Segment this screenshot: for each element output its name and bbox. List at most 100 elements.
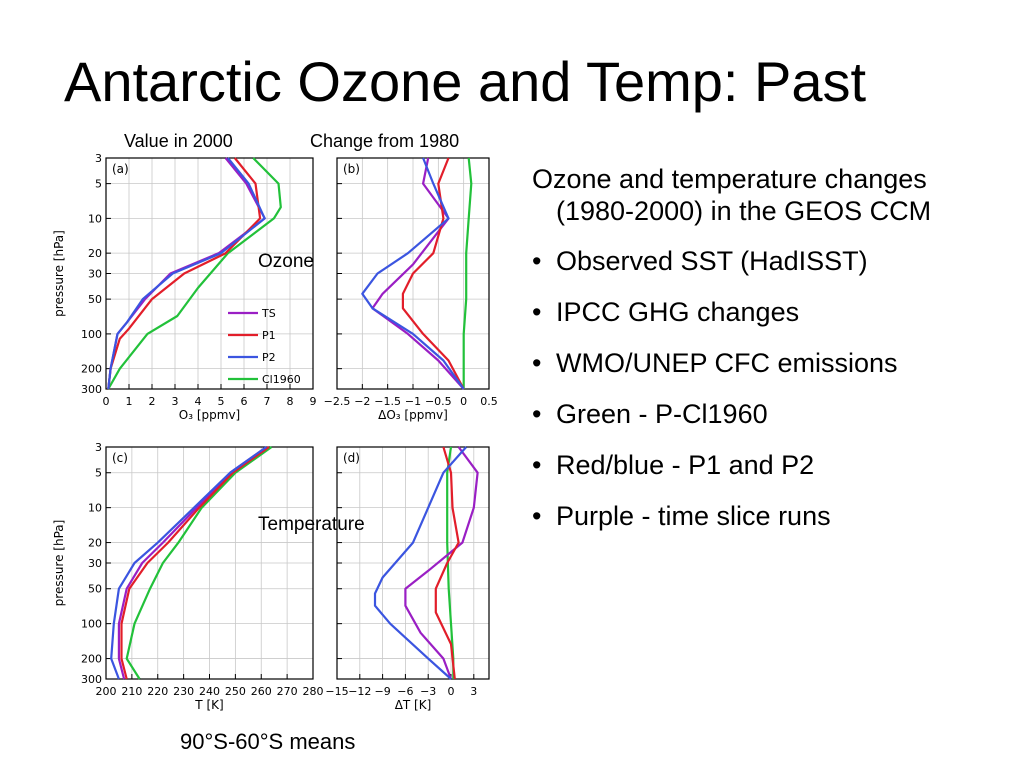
bullet-dot-icon: • [532, 450, 542, 480]
bullet-item: • Purple - time slice runs [532, 500, 1002, 532]
bullet-dot-icon: • [532, 501, 542, 531]
x-tick-label: 3 [172, 395, 179, 408]
series-line-P1 [434, 446, 460, 680]
y-tick-label: 300 [81, 383, 102, 396]
temperature-row-label: Temperature [258, 514, 365, 535]
x-tick-label: 0 [460, 395, 467, 408]
x-tick-label: 220 [147, 685, 168, 698]
x-tick-label: −2 [354, 395, 370, 408]
series-line-P1 [120, 446, 270, 680]
panel-d: −15 −12 −9 −6 −3 0 3 ΔT [K] (d) [325, 446, 490, 712]
series-line-P2 [361, 157, 465, 390]
y-tick-label: 20 [88, 247, 102, 260]
x-tick-label: −9 [374, 685, 390, 698]
bullet-item: • Observed SST (HadISST) [532, 245, 1002, 277]
x-tick-label: 7 [264, 395, 271, 408]
x-tick-label: −6 [397, 685, 413, 698]
series-line-P2 [107, 157, 266, 390]
series-line-TS [371, 157, 465, 390]
x-tick-label: 270 [277, 685, 298, 698]
bullet-text: Observed SST (HadISST) [556, 246, 868, 276]
legend-label: Cl1960 [262, 373, 301, 386]
bullet-dot-icon: • [532, 348, 542, 378]
bullet-item: • Red/blue - P1 and P2 [532, 449, 1002, 481]
x-tick-label: 210 [121, 685, 142, 698]
x-tick-label: 0 [448, 685, 455, 698]
x-tick-label: 260 [251, 685, 272, 698]
y-axis-label: pressure [hPa] [52, 520, 66, 607]
y-tick-label: 300 [81, 673, 102, 686]
y-axis-label: pressure [hPa] [52, 230, 66, 317]
x-axis-label: ΔO₃ [ppmv] [378, 408, 448, 422]
x-tick-label: 0.5 [480, 395, 498, 408]
y-tick-label: 50 [88, 293, 102, 306]
y-tick-label: 30 [88, 557, 102, 570]
legend-label: P1 [262, 329, 276, 342]
x-tick-label: 5 [218, 395, 225, 408]
x-tick-label: −2.5 [324, 395, 351, 408]
x-tick-label: 0 [103, 395, 110, 408]
footer-caption: 90°S-60°S means [180, 729, 356, 754]
panel-label: (d) [343, 451, 360, 465]
bullet-text: WMO/UNEP CFC emissions [556, 348, 898, 378]
panel-c: 200 210 220 230 240 250 260 270 280 3 5 10 20 30 50 100… [52, 441, 324, 712]
panel-label: (b) [343, 162, 360, 176]
series-line-Cl1960 [462, 157, 473, 389]
bullet-item: • Green - P-Cl1960 [532, 398, 1002, 430]
bullet-item: • IPCC GHG changes [532, 296, 1002, 328]
ozone-row-label: Ozone [258, 251, 314, 272]
column-header-value: Value in 2000 [124, 131, 233, 151]
y-tick-label: 3 [95, 152, 102, 165]
bullet-item: • WMO/UNEP CFC emissions [532, 347, 1002, 379]
y-tick-label: 100 [81, 618, 102, 631]
x-tick-label: 250 [225, 685, 246, 698]
slide-title: Antarctic Ozone and Temp: Past [64, 50, 867, 113]
x-axis-label: T [K] [194, 698, 223, 712]
bullet-panel: Ozone and temperature changes (1980-2000… [532, 163, 1002, 551]
x-tick-label: 240 [199, 685, 220, 698]
x-tick-label: −3 [420, 685, 436, 698]
panel-a: 0 1 2 3 4 5 6 7 8 9 3 5 10 20 30 50 100 200 300 O₃ [ppmv] pr… [52, 152, 317, 422]
bullet-list: • Observed SST (HadISST) • IPCC GHG change… [532, 245, 1002, 532]
legend-label: TS [261, 307, 276, 320]
bullet-text: Red/blue - P1 and P2 [556, 450, 815, 480]
x-tick-label: 230 [173, 685, 194, 698]
series-line-P2 [373, 446, 468, 680]
column-header-change: Change from 1980 [310, 131, 460, 151]
panel-label: (c) [112, 451, 128, 465]
panel-label: (a) [112, 162, 129, 176]
x-tick-label: 200 [96, 685, 117, 698]
y-tick-label: 30 [88, 268, 102, 281]
x-tick-label: 8 [287, 395, 294, 408]
series-line-TS [404, 446, 479, 680]
x-axis-label: ΔT [K] [395, 698, 432, 712]
x-tick-label: 2 [149, 395, 156, 408]
y-tick-label: 200 [81, 653, 102, 666]
y-tick-label: 5 [95, 178, 102, 191]
y-tick-label: 50 [88, 583, 102, 596]
y-tick-label: 100 [81, 328, 102, 341]
y-tick-label: 20 [88, 537, 102, 550]
x-tick-label: −1.5 [374, 395, 401, 408]
legend-label: P2 [262, 351, 276, 364]
x-tick-label: 1 [126, 395, 133, 408]
y-tick-label: 3 [95, 441, 102, 454]
bullet-dot-icon: • [532, 399, 542, 429]
bullet-text: Purple - time slice runs [556, 501, 831, 531]
y-tick-label: 5 [95, 467, 102, 480]
series-line-P2 [110, 446, 268, 680]
x-tick-label: −1 [405, 395, 421, 408]
x-tick-label: 280 [303, 685, 324, 698]
series-line-Cl1960 [107, 157, 282, 390]
series-line-Cl1960 [125, 446, 273, 680]
bullet-text: IPCC GHG changes [556, 297, 800, 327]
x-tick-label: 6 [241, 395, 248, 408]
bullet-dot-icon: • [532, 246, 542, 276]
x-tick-label: −15 [325, 685, 348, 698]
panel-b: −2.5 −2 −1.5 −1 −0.5 0 0.5 ΔO₃ [ppmv] (b) [324, 157, 498, 422]
intro-text: Ozone and temperature changes (1980-2000… [532, 164, 932, 226]
x-tick-label: 4 [195, 395, 202, 408]
x-tick-label: −0.5 [425, 395, 452, 408]
bullet-text: Green - P-Cl1960 [556, 399, 768, 429]
